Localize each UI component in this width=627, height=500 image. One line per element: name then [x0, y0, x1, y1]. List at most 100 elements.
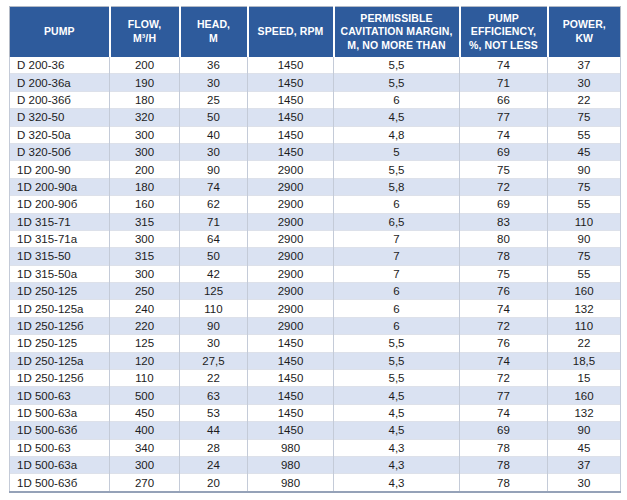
table-row: 1D 315-71a30064290078090 [10, 230, 621, 247]
value-cell: 300 [110, 456, 180, 473]
value-cell: 120 [110, 352, 180, 369]
pump-name-cell: D 200-36 [10, 57, 110, 74]
table-row: 1D 250-125a12027,514505,57418,5 [10, 352, 621, 369]
table-row: 1D 200-902009029005,57590 [10, 161, 621, 178]
pump-name-cell: 1D 315-50 [10, 248, 110, 265]
pump-table-container: PUMPFLOW, M³/HHEAD, MSPEED, RPMPERMISSIB… [9, 6, 620, 493]
value-cell: 69 [460, 422, 548, 439]
pump-name-cell: 1D 315-50a [10, 265, 110, 282]
value-cell: 5,8 [334, 178, 460, 195]
value-cell: 22 [548, 335, 621, 352]
value-cell: 24 [180, 456, 248, 473]
pump-name-cell: 1D 500-63 [10, 387, 110, 404]
value-cell: 27,5 [180, 352, 248, 369]
value-cell: 1450 [248, 57, 334, 74]
value-cell: 90 [548, 230, 621, 247]
value-cell: 1450 [248, 91, 334, 108]
value-cell: 55 [548, 126, 621, 143]
table-row: 1D 250-1252501252900676160 [10, 283, 621, 300]
pump-name-cell: 1D 500-63б [10, 474, 110, 492]
value-cell: 980 [248, 474, 334, 492]
value-cell: 90 [548, 161, 621, 178]
value-cell: 2900 [248, 265, 334, 282]
value-cell: 75 [460, 161, 548, 178]
value-cell: 6 [334, 196, 460, 213]
value-cell: 69 [460, 143, 548, 160]
table-header: PUMPFLOW, M³/HHEAD, MSPEED, RPMPERMISSIB… [10, 7, 621, 58]
value-cell: 75 [548, 109, 621, 126]
table-row: D 320-50a3004014504,87455 [10, 126, 621, 143]
value-cell: 980 [248, 456, 334, 473]
value-cell: 62 [180, 196, 248, 213]
value-cell: 5 [334, 143, 460, 160]
value-cell: 53 [180, 404, 248, 421]
table-row: 1D 500-63a4505314504,574132 [10, 404, 621, 421]
value-cell: 980 [248, 439, 334, 456]
table-row: 1D 315-50a30042290077555 [10, 265, 621, 282]
value-cell: 37 [548, 57, 621, 74]
value-cell: 5,5 [334, 74, 460, 91]
value-cell: 78 [460, 474, 548, 492]
pump-name-cell: D 320-50a [10, 126, 110, 143]
value-cell: 1450 [248, 352, 334, 369]
value-cell: 77 [460, 387, 548, 404]
table-row: D 200-36б18025145066622 [10, 91, 621, 108]
header-row: PUMPFLOW, M³/HHEAD, MSPEED, RPMPERMISSIB… [10, 7, 621, 58]
value-cell: 71 [180, 213, 248, 230]
value-cell: 270 [110, 474, 180, 492]
value-cell: 63 [180, 387, 248, 404]
value-cell: 6 [334, 91, 460, 108]
value-cell: 37 [548, 456, 621, 473]
value-cell: 45 [548, 143, 621, 160]
value-cell: 6,5 [334, 213, 460, 230]
value-cell: 1450 [248, 74, 334, 91]
column-header: FLOW, M³/H [110, 7, 180, 58]
pump-name-cell: 1D 500-63 [10, 439, 110, 456]
column-header: PUMP EFFICIENCY, %, NOT LESS [460, 7, 548, 58]
value-cell: 1450 [248, 387, 334, 404]
value-cell: 160 [548, 387, 621, 404]
table-body: D 200-362003614505,57437D 200-36a1903014… [10, 57, 621, 492]
value-cell: 125 [180, 283, 248, 300]
value-cell: 4,8 [334, 126, 460, 143]
value-cell: 80 [460, 230, 548, 247]
value-cell: 4,5 [334, 404, 460, 421]
value-cell: 132 [548, 300, 621, 317]
value-cell: 315 [110, 248, 180, 265]
value-cell: 74 [180, 178, 248, 195]
value-cell: 6 [334, 317, 460, 334]
column-header: PERMISSIBLE CAVITATION MARGIN, M, NO MOR… [334, 7, 460, 58]
value-cell: 110 [110, 370, 180, 387]
pump-name-cell: D 320-50 [10, 109, 110, 126]
value-cell: 50 [180, 248, 248, 265]
value-cell: 66 [460, 91, 548, 108]
pump-name-cell: 1D 250-125б [10, 370, 110, 387]
value-cell: 69 [460, 196, 548, 213]
value-cell: 1450 [248, 126, 334, 143]
pump-name-cell: 1D 200-90a [10, 178, 110, 195]
value-cell: 30 [180, 335, 248, 352]
value-cell: 6 [334, 283, 460, 300]
pump-name-cell: D 200-36б [10, 91, 110, 108]
pump-name-cell: 1D 250-125 [10, 283, 110, 300]
value-cell: 400 [110, 422, 180, 439]
value-cell: 1450 [248, 370, 334, 387]
table-row: 1D 250-125б220902900672110 [10, 317, 621, 334]
value-cell: 5,5 [334, 161, 460, 178]
value-cell: 4,5 [334, 109, 460, 126]
pump-name-cell: 1D 315-71 [10, 213, 110, 230]
table-row: D 320-503205014504,57775 [10, 109, 621, 126]
pump-name-cell: 1D 200-90 [10, 161, 110, 178]
value-cell: 132 [548, 404, 621, 421]
pump-name-cell: D 200-36a [10, 74, 110, 91]
value-cell: 55 [548, 265, 621, 282]
table-row: 1D 250-125a2401102900674132 [10, 300, 621, 317]
value-cell: 72 [460, 178, 548, 195]
value-cell: 44 [180, 422, 248, 439]
pump-name-cell: 1D 250-125a [10, 300, 110, 317]
column-header: PUMP [10, 7, 110, 58]
value-cell: 2900 [248, 178, 334, 195]
value-cell: 160 [548, 283, 621, 300]
table-row: 1D 500-63б4004414504,56990 [10, 422, 621, 439]
table-row: D 320-50б30030145056945 [10, 143, 621, 160]
